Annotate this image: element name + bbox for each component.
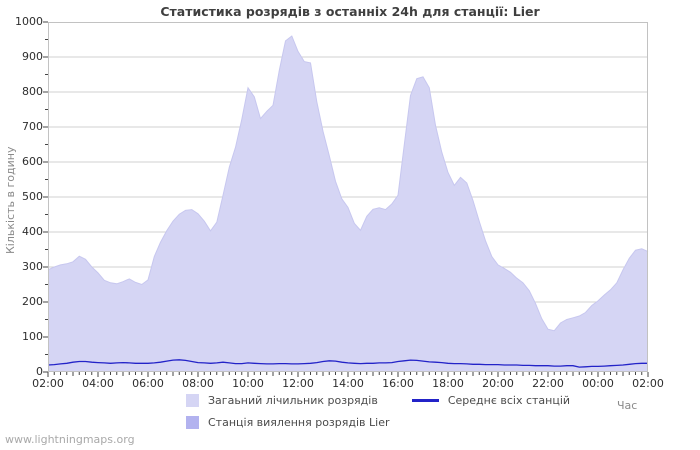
y-tick-label: 300 [22, 260, 43, 273]
x-tick-label: 08:00 [182, 377, 214, 390]
legend-label-total: Загаьний лічильник розрядів [208, 394, 378, 407]
watermark: www.lightningmaps.org [5, 433, 135, 446]
legend-row-2: Станція виялення розрядів Lier [186, 416, 390, 429]
y-tick-label: 800 [22, 85, 43, 98]
legend-label-average: Середнє всіх станцій [447, 394, 571, 407]
x-tick-label: 04:00 [82, 377, 114, 390]
legend-swatch-station-area [186, 416, 199, 429]
y-tick-label: 400 [22, 225, 43, 238]
x-axis-title: Час [617, 399, 638, 412]
legend-swatch-total-area [186, 394, 199, 407]
legend-label-station: Станція виялення розрядів Lier [208, 416, 390, 429]
y-tick-label: 500 [22, 190, 43, 203]
legend-row-1: Загаьний лічильник розрядів Середнє всіх… [186, 394, 570, 407]
x-tick-label: 16:00 [382, 377, 414, 390]
y-tick-label: 700 [22, 120, 43, 133]
legend-swatch-average-line [411, 399, 439, 402]
chart-title: Статистика розрядів з останніх 24h для с… [160, 4, 540, 19]
x-tick-label: 20:00 [482, 377, 514, 390]
x-tick-label: 06:00 [132, 377, 164, 390]
x-tick-label: 18:00 [432, 377, 464, 390]
x-tick-label: 14:00 [332, 377, 364, 390]
x-tick-label: 02:00 [632, 377, 664, 390]
x-tick-label: 00:00 [582, 377, 614, 390]
y-tick-label: 200 [22, 295, 43, 308]
y-tick-label: 600 [22, 155, 43, 168]
x-tick-label: 02:00 [32, 377, 64, 390]
y-tick-label: 100 [22, 330, 43, 343]
y-tick-label: 900 [22, 50, 43, 63]
x-tick-label: 12:00 [282, 377, 314, 390]
y-tick-label: 1000 [15, 15, 43, 28]
x-tick-label: 22:00 [532, 377, 564, 390]
x-tick-label: 10:00 [232, 377, 264, 390]
plot-svg [43, 21, 649, 377]
y-tick-label: 0 [36, 365, 43, 378]
